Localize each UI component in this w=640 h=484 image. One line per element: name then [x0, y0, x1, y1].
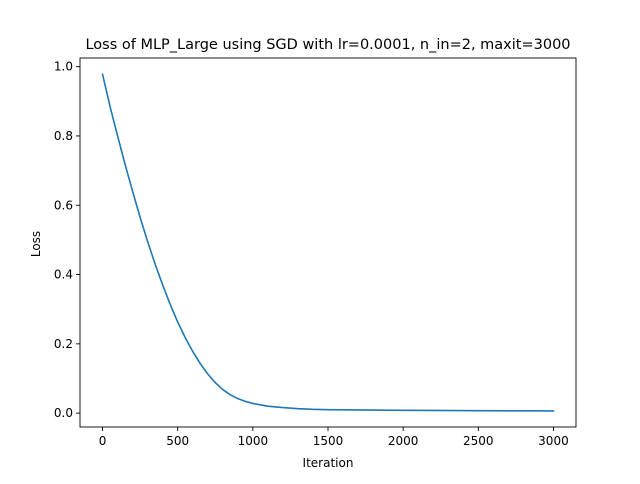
x-tick-label-6: 3000 — [538, 434, 569, 448]
plot-area: 0 500 1000 1500 2000 2500 3000 0.0 0.2 0.4 0.6 0.8 1… — [54, 57, 577, 448]
x-tick-label-4: 2000 — [388, 434, 419, 448]
y-tick-label-2: 0.4 — [54, 268, 73, 282]
x-axis-label: Iteration — [303, 456, 354, 470]
chart-title: Loss of MLP_Large using SGD with lr=0.00… — [85, 37, 570, 53]
y-tick-label-0: 0.0 — [54, 406, 73, 420]
x-tick-label-2: 1000 — [238, 434, 269, 448]
x-tick-label-5: 2500 — [463, 434, 494, 448]
x-tick-label-3: 1500 — [313, 434, 344, 448]
y-tick-label-5: 1.0 — [54, 60, 73, 74]
series-line-0 — [101, 73, 555, 412]
x-tick-label-1: 500 — [166, 434, 189, 448]
y-tick-label-4: 0.8 — [54, 129, 73, 143]
x-tick-label-0: 0 — [99, 434, 107, 448]
y-tick-label-3: 0.6 — [54, 198, 73, 212]
y-tick-label-1: 0.2 — [54, 337, 73, 351]
y-axis-label: Loss — [29, 231, 43, 257]
